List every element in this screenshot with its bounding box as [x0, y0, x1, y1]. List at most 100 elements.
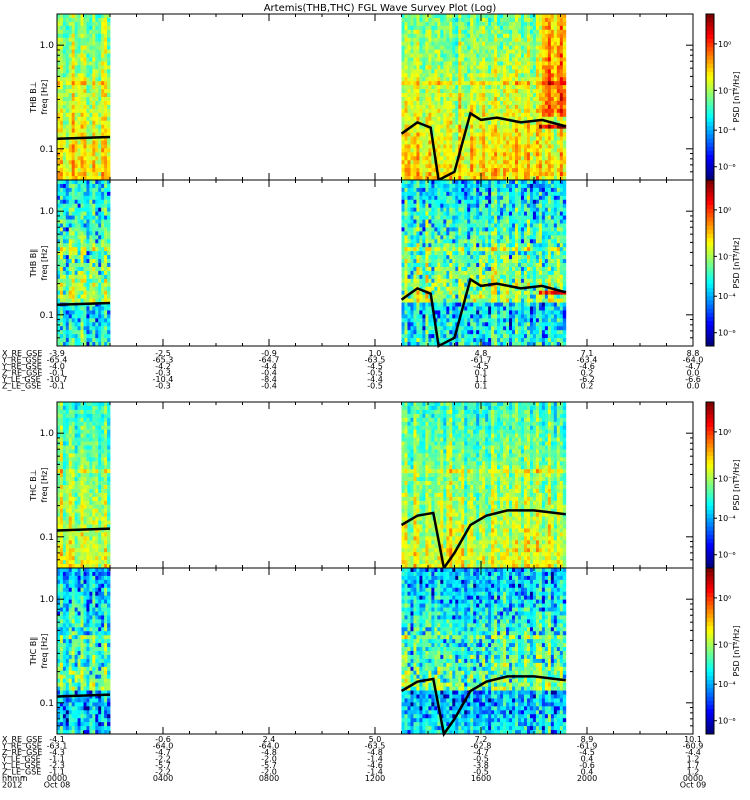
- heatmap-cell: [77, 231, 81, 236]
- heatmap-cell: [485, 160, 489, 165]
- heatmap-cell: [404, 41, 408, 47]
- heatmap-cell: [464, 330, 468, 335]
- heatmap-cell: [74, 318, 79, 323]
- heatmap-cell: [529, 156, 534, 161]
- heatmap-cell: [532, 112, 537, 118]
- heatmap-cell: [544, 128, 549, 133]
- heatmap-cell: [71, 183, 76, 189]
- heatmap-cell: [550, 140, 555, 145]
- heatmap-cell: [449, 330, 453, 335]
- heatmap-cell: [59, 330, 64, 335]
- heatmap-cell: [520, 140, 525, 145]
- heatmap-cell: [529, 136, 534, 141]
- heatmap-cell: [104, 81, 108, 86]
- colorbar-swatch: [706, 134, 714, 139]
- heatmap-cell: [77, 330, 81, 335]
- heatmap-cell: [446, 207, 450, 213]
- heatmap-cell: [455, 172, 459, 177]
- heatmap-cell: [95, 14, 99, 19]
- heatmap-cell: [446, 290, 450, 296]
- heatmap-cell: [62, 342, 67, 347]
- heatmap-cell: [437, 338, 441, 343]
- heatmap-cell: [440, 128, 444, 133]
- heatmap-cell: [455, 270, 459, 276]
- heatmap-cell: [506, 120, 510, 126]
- heatmap-cell: [104, 168, 108, 173]
- heatmap-cell: [77, 282, 81, 288]
- heatmap-cell: [410, 156, 414, 161]
- heatmap-cell: [464, 247, 468, 252]
- heatmap-cell: [467, 330, 471, 335]
- heatmap-cell: [68, 243, 73, 248]
- heatmap-cell: [104, 144, 108, 149]
- heatmap-cell: [491, 41, 495, 47]
- heatmap-cell: [425, 199, 429, 205]
- heatmap-cell: [458, 199, 462, 205]
- heatmap-cell: [416, 302, 420, 307]
- heatmap-cell: [62, 61, 67, 66]
- heatmap-cell: [401, 211, 405, 216]
- heatmap-cell: [547, 136, 552, 141]
- heatmap-cell: [92, 270, 96, 276]
- heatmap-cell: [467, 136, 471, 141]
- heatmap-cell: [107, 278, 111, 284]
- heatmap-cell: [518, 164, 522, 169]
- heatmap-cell: [455, 108, 459, 114]
- heatmap-cell: [458, 89, 462, 94]
- heatmap-cell: [80, 14, 84, 19]
- heatmap-cell: [98, 235, 102, 240]
- heatmap-cell: [535, 77, 540, 82]
- heatmap-cell: [515, 152, 519, 157]
- heatmap-cell: [410, 266, 414, 272]
- heatmap-cell: [428, 255, 432, 260]
- heatmap-cell: [86, 69, 90, 74]
- heatmap-cell: [523, 65, 528, 70]
- heatmap-cell: [449, 195, 453, 201]
- heatmap-cell: [428, 199, 432, 205]
- heatmap-cell: [464, 108, 468, 114]
- heatmap-cell: [104, 49, 108, 54]
- heatmap-cell: [107, 334, 111, 339]
- heatmap-cell: [89, 278, 93, 284]
- heatmap-cell: [470, 322, 474, 327]
- heatmap-cell: [104, 235, 108, 240]
- heatmap-cell: [98, 274, 102, 280]
- heatmap-cell: [59, 338, 64, 343]
- heatmap-cell: [92, 263, 96, 268]
- heatmap-cell: [71, 57, 76, 62]
- heatmap-cell: [104, 247, 108, 252]
- heatmap-cell: [538, 97, 543, 102]
- heatmap-cell: [71, 172, 76, 177]
- heatmap-cell: [440, 14, 444, 19]
- heatmap-cell: [107, 148, 111, 153]
- heatmap-cell: [89, 61, 93, 66]
- heatmap-cell: [57, 278, 61, 284]
- heatmap-cell: [98, 33, 102, 39]
- heatmap-cell: [541, 168, 546, 173]
- heatmap-cell: [440, 93, 444, 98]
- heatmap-cell: [62, 282, 67, 288]
- heatmap-cell: [526, 148, 531, 153]
- heatmap-cell: [446, 108, 450, 114]
- heatmap-cell: [467, 294, 471, 299]
- heatmap-cell: [101, 140, 105, 145]
- heatmap-cell: [107, 195, 111, 201]
- heatmap-cell: [428, 338, 432, 343]
- heatmap-cell: [413, 219, 417, 224]
- heatmap-cell: [473, 116, 477, 122]
- heatmap-cell: [59, 326, 64, 331]
- heatmap-cell: [407, 89, 411, 94]
- heatmap-cell: [538, 104, 543, 110]
- heatmap-cell: [71, 176, 76, 181]
- heatmap-cell: [77, 180, 81, 185]
- heatmap-cell: [446, 195, 450, 201]
- heatmap-cell: [86, 176, 90, 181]
- heatmap-cell: [443, 69, 447, 74]
- heatmap-cell: [509, 49, 513, 54]
- heatmap-cell: [431, 251, 435, 256]
- heatmap-cell: [485, 85, 489, 90]
- heatmap-cell: [535, 97, 540, 102]
- heatmap-cell: [482, 14, 486, 19]
- heatmap-cell: [479, 97, 483, 102]
- heatmap-cell: [65, 219, 70, 224]
